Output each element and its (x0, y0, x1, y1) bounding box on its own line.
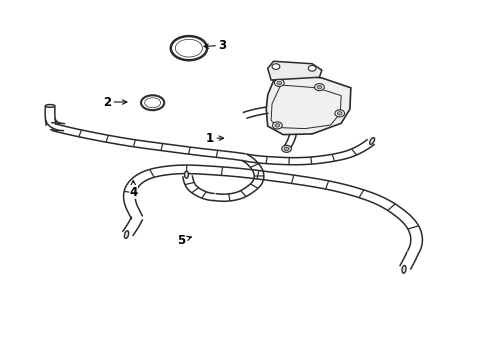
Text: 5: 5 (177, 234, 191, 247)
Text: 3: 3 (203, 39, 226, 52)
Ellipse shape (45, 104, 55, 107)
Circle shape (274, 79, 284, 86)
Polygon shape (267, 61, 321, 80)
Ellipse shape (124, 231, 128, 238)
Circle shape (334, 110, 344, 117)
Circle shape (337, 112, 342, 115)
Circle shape (284, 147, 288, 150)
Circle shape (276, 81, 281, 85)
Text: 2: 2 (102, 95, 126, 108)
Circle shape (271, 64, 279, 69)
Text: 4: 4 (129, 180, 137, 199)
Circle shape (316, 85, 321, 89)
Circle shape (281, 145, 291, 152)
Circle shape (272, 122, 282, 129)
Ellipse shape (369, 138, 374, 144)
Circle shape (308, 66, 315, 71)
Ellipse shape (184, 171, 188, 178)
Ellipse shape (401, 265, 405, 273)
Circle shape (314, 84, 324, 91)
Text: 1: 1 (205, 132, 223, 145)
Circle shape (274, 123, 279, 127)
Polygon shape (265, 75, 350, 135)
